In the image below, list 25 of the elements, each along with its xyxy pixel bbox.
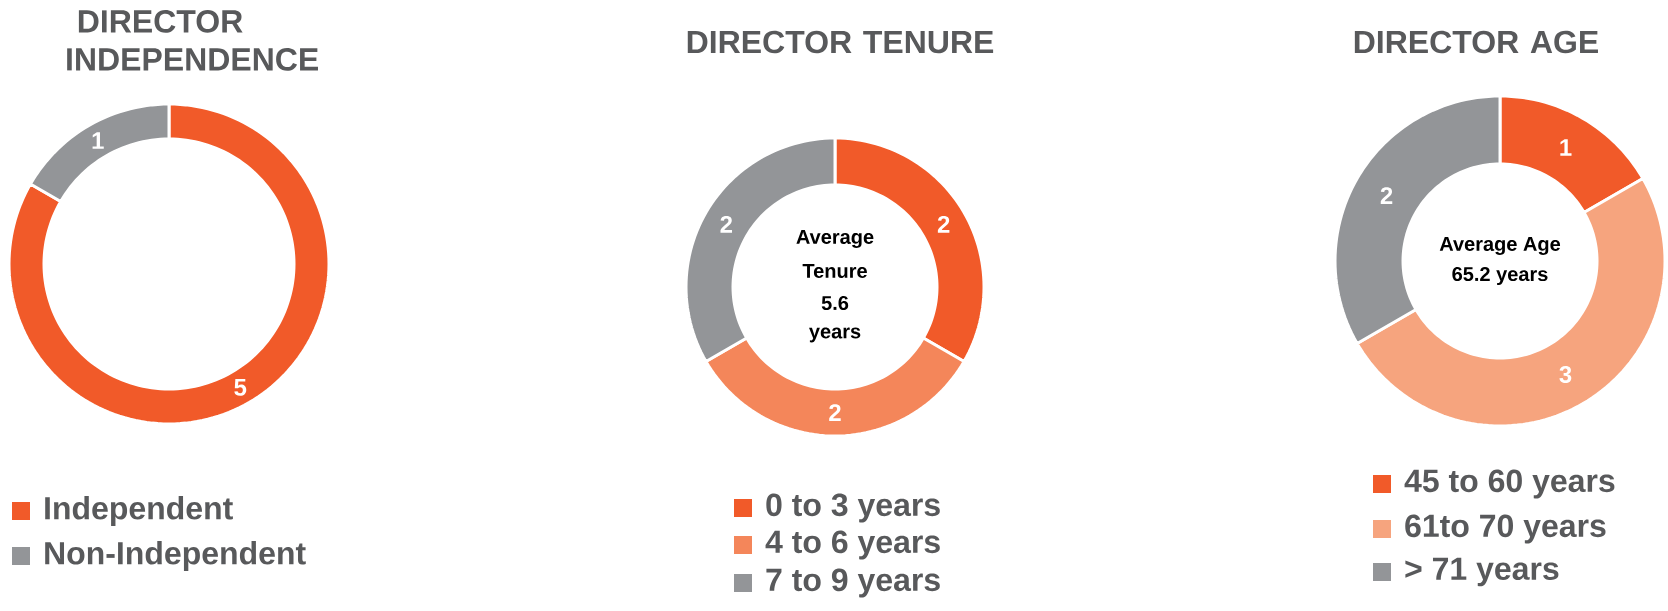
chart-title: DIRECTOR AGE xyxy=(1354,30,1598,54)
data-label: 2 xyxy=(1380,187,1393,204)
chart-title: DIRECTOR TENURE xyxy=(687,30,994,54)
legend-label: Non-Independent xyxy=(45,541,306,571)
legend-label: Independent xyxy=(45,496,233,526)
data-label: 2 xyxy=(829,404,841,421)
data-label: 1 xyxy=(1560,139,1572,156)
data-label: 2 xyxy=(937,215,950,233)
text: Average Age xyxy=(1439,237,1561,256)
text: Tenure xyxy=(802,264,867,278)
legend-label: 45 to 60 years xyxy=(1404,469,1615,499)
legend-label: 7 to 9 years xyxy=(766,568,940,598)
text: Average xyxy=(796,230,874,249)
chart-title: DIRECTOR INDEPENDENCE xyxy=(67,10,318,71)
data-label: 3 xyxy=(1559,365,1572,383)
legend-label: > 71 years xyxy=(1405,557,1559,587)
legend-label: 4 to 6 years xyxy=(765,530,940,560)
data-label: 1 xyxy=(92,132,104,149)
legend-label: 0 to 3 years xyxy=(766,493,940,523)
text: 65.2 years xyxy=(1452,266,1548,286)
data-label: 5 xyxy=(234,379,247,396)
legend-label: 61to 70 years xyxy=(1405,514,1606,544)
text: 5.6 xyxy=(821,295,849,311)
data-label: 2 xyxy=(720,215,733,233)
text: years xyxy=(809,327,861,343)
